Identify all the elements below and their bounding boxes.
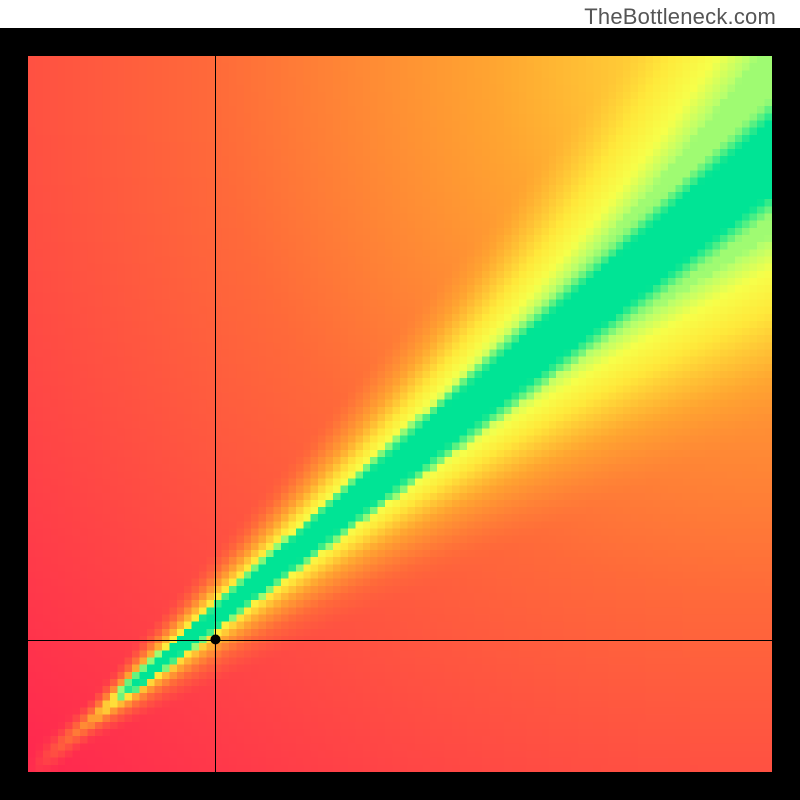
frame-border-left: [0, 56, 28, 772]
frame-border-right: [772, 56, 800, 772]
heatmap-area: [28, 56, 772, 772]
watermark-text: TheBottleneck.com: [584, 4, 776, 30]
frame-border-bottom: [0, 772, 800, 800]
crosshair-overlay: [28, 56, 772, 772]
frame-border-top: [0, 28, 800, 56]
